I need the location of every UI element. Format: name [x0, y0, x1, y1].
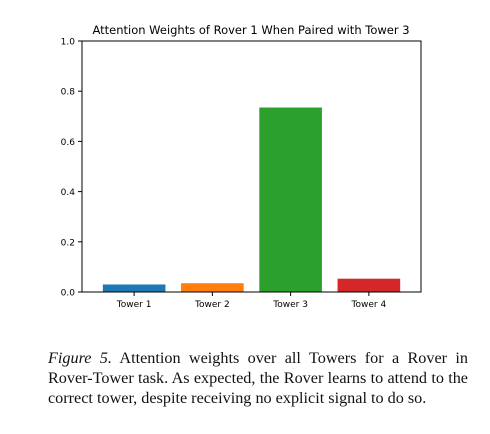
- x-tick-label: Tower 2: [194, 300, 230, 310]
- bar-tower-4: [337, 278, 401, 292]
- y-tick-label: 1.0: [61, 38, 76, 48]
- bar-tower-3: [259, 107, 322, 292]
- chart-title: Attention Weights of Rover 1 When Paired…: [92, 23, 409, 37]
- y-tick-label: 0.2: [61, 238, 75, 248]
- bar-tower-2: [181, 283, 244, 292]
- figure-caption: Figure 5. Attention weights over all Tow…: [48, 348, 468, 408]
- x-axis: Tower 1 Tower 2 Tower 3 Tower 4: [116, 292, 387, 310]
- x-tick-label: Tower 1: [116, 300, 152, 310]
- y-tick-label: 0.8: [61, 88, 76, 98]
- bar-series: [102, 107, 401, 292]
- y-axis: 0.0 0.2 0.4 0.6 0.8 1.0: [61, 38, 82, 299]
- x-tick-label: Tower 4: [351, 300, 387, 310]
- bar-tower-1: [102, 284, 166, 292]
- x-tick-label: Tower 3: [272, 300, 308, 310]
- caption-text: Attention weights over all Towers for a …: [48, 349, 469, 407]
- y-tick-label: 0.4: [61, 188, 76, 198]
- plot-frame: [81, 40, 422, 293]
- caption-label: Figure 5.: [48, 349, 112, 367]
- y-tick-label: 0.6: [61, 138, 76, 148]
- y-tick-label: 0.0: [61, 289, 76, 299]
